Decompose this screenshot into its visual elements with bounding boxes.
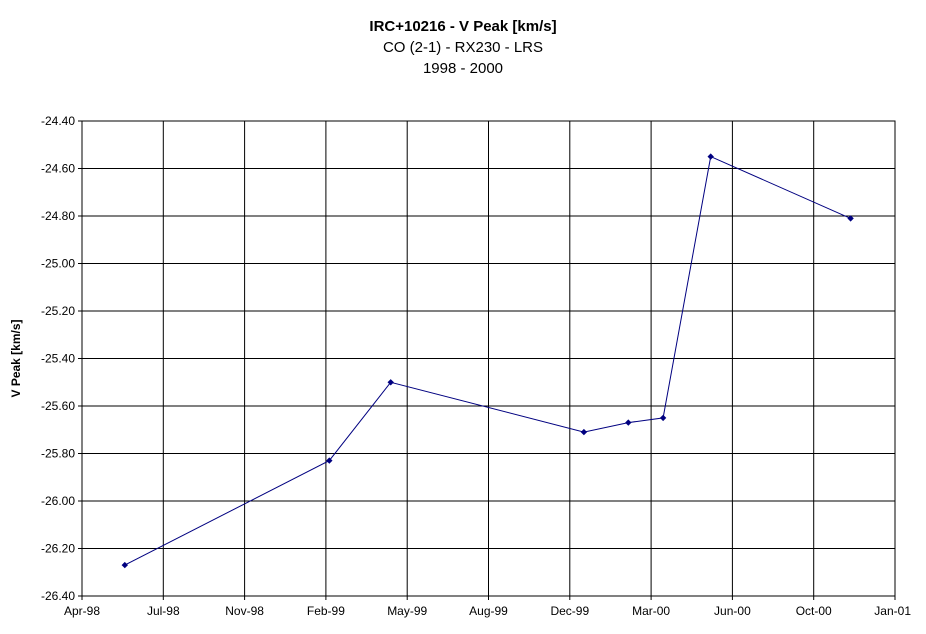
y-tick-label: -25.40 xyxy=(41,352,75,366)
data-point xyxy=(121,561,128,569)
y-tick-label: -25.20 xyxy=(41,304,75,318)
chart-title-block: IRC+10216 - V Peak [km/s] CO (2-1) - RX2… xyxy=(0,16,926,79)
y-tick-label: -26.20 xyxy=(41,542,75,556)
chart-subtitle-line-1: CO (2-1) - RX230 - LRS xyxy=(382,39,544,56)
y-tick-label: -25.60 xyxy=(41,399,75,413)
y-tick-label: -24.40 xyxy=(41,114,75,128)
y-tick-label: -25.80 xyxy=(41,447,75,461)
chart-title: IRC+10216 - V Peak [km/s] xyxy=(369,18,557,35)
x-tick-label: Feb-99 xyxy=(307,604,345,618)
data-point xyxy=(625,419,632,426)
x-tick-label: Jan-01 xyxy=(874,604,911,618)
y-tick-label: -24.80 xyxy=(41,209,75,223)
x-tick-label: Mar-00 xyxy=(632,604,670,618)
x-tick-label: Oct-00 xyxy=(796,604,832,618)
y-axis-ticks: -24.40 -24.60 -24.80 -25.00 -25.20 -25.40 -25.… xyxy=(41,114,82,603)
data-point xyxy=(387,379,394,386)
data-point xyxy=(659,414,667,422)
y-tick-label: -26.40 xyxy=(41,589,75,603)
data-point xyxy=(580,428,588,436)
data-point xyxy=(326,457,333,464)
x-tick-label: Jun-00 xyxy=(714,604,751,618)
x-tick-label: Dec-99 xyxy=(550,604,589,618)
y-axis-label: V Peak [km/s] xyxy=(9,319,23,397)
series-line xyxy=(124,155,851,566)
x-tick-label: Aug-99 xyxy=(469,604,508,618)
x-tick-label: Apr-98 xyxy=(64,604,100,618)
data-point xyxy=(707,153,714,160)
chart-subtitle-line-2: 1998 - 2000 xyxy=(422,60,504,77)
series-points xyxy=(121,153,854,569)
x-axis-ticks: Apr-98 Jul-98 Nov-98 Feb-99 May-99 Aug-99 Dec-… xyxy=(64,596,911,618)
y-tick-label: -24.60 xyxy=(41,162,75,176)
x-tick-label: Jul-98 xyxy=(147,604,180,618)
data-point xyxy=(847,215,854,222)
grid-lines xyxy=(82,121,895,596)
y-tick-label: -26.00 xyxy=(41,494,75,508)
y-tick-label: -25.00 xyxy=(41,257,75,271)
x-tick-label: Nov-98 xyxy=(225,604,264,618)
x-tick-label: May-99 xyxy=(387,604,427,618)
